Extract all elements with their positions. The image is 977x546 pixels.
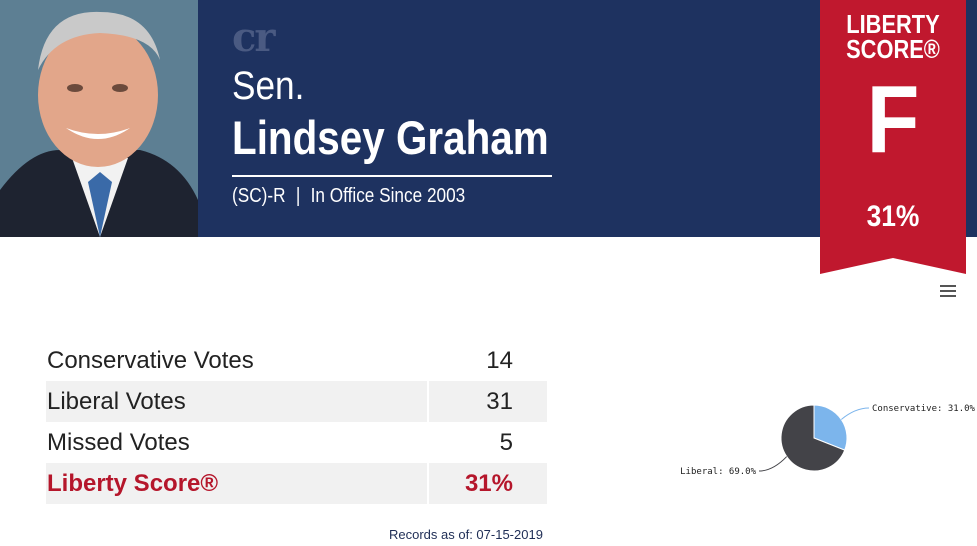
- votes-table: Conservative Votes 14 Liberal Votes 31 M…: [46, 340, 547, 504]
- liberal-votes-row: Liberal Votes 31: [46, 381, 547, 422]
- vote-pie-chart: Conservative: 31.0% Liberal: 69.0%: [680, 404, 976, 477]
- row-value: 5: [427, 422, 547, 463]
- in-office-since: In Office Since 2003: [310, 185, 466, 207]
- pie-label-liberal: Liberal: 69.0%: [680, 467, 756, 477]
- row-label: Missed Votes: [47, 428, 190, 456]
- ribbon-percent: 31%: [866, 200, 920, 233]
- ribbon-grade: F: [866, 66, 920, 173]
- senator-name: Lindsey Graham: [232, 111, 549, 164]
- meta-separator: |: [295, 185, 301, 207]
- ribbon-title-line2: SCORE®: [846, 34, 940, 64]
- senator-meta: (SC)-R | In Office Since 2003: [232, 186, 465, 206]
- hamburger-menu-icon[interactable]: [940, 285, 956, 299]
- pie-slice-liberal[interactable]: [780, 404, 846, 472]
- pie-label-connector: [840, 407, 870, 420]
- header-divider: [232, 175, 552, 177]
- liberty-score-row: Liberty Score® 31%: [46, 463, 547, 504]
- ribbon-title-line1: LIBERTY: [846, 9, 940, 39]
- cr-logo: cr: [232, 14, 275, 61]
- missed-votes-row: Missed Votes 5: [46, 422, 547, 463]
- row-value: 14: [427, 340, 547, 381]
- row-value: 31%: [427, 463, 547, 504]
- ribbon-title: LIBERTY SCORE®: [832, 9, 955, 64]
- row-label: Liberty Score®: [47, 469, 219, 497]
- header-banner: cr Sen. Lindsey Graham (SC)-R | In Office …: [0, 0, 977, 237]
- liberty-score-ribbon: LIBERTY SCORE® F 31%: [820, 0, 966, 274]
- row-label: Conservative Votes: [47, 346, 254, 374]
- pie-label-conservative: Conservative: 31.0%: [872, 404, 976, 414]
- records-date: Records as of: 07-15-2019: [389, 527, 543, 542]
- party-state: (SC)-R: [232, 185, 286, 207]
- pie-label-connector: [758, 456, 788, 472]
- row-label: Liberal Votes: [47, 387, 186, 415]
- conservative-votes-row: Conservative Votes 14: [46, 340, 547, 381]
- senator-photo: [0, 0, 198, 237]
- senator-honorific: Sen.: [232, 64, 305, 108]
- row-value: 31: [427, 381, 547, 422]
